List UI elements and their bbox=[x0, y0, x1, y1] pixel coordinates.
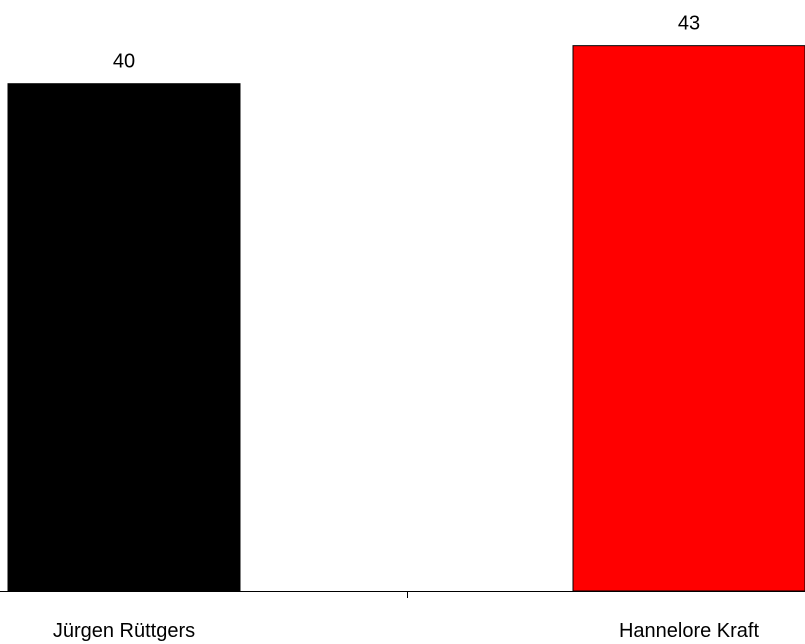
category-label-2: Hannelore Kraft bbox=[619, 620, 760, 642]
bars-group bbox=[7, 45, 805, 592]
category-label-1: Jürgen Rüttgers bbox=[53, 620, 195, 642]
value-labels-group: 40 43 bbox=[113, 13, 700, 73]
value-label-1: 40 bbox=[113, 51, 135, 73]
bar-2 bbox=[572, 45, 805, 592]
value-label-2: 43 bbox=[678, 13, 700, 35]
category-labels-group: Jürgen Rüttgers Hannelore Kraft bbox=[53, 620, 760, 642]
bar-1 bbox=[7, 83, 241, 592]
